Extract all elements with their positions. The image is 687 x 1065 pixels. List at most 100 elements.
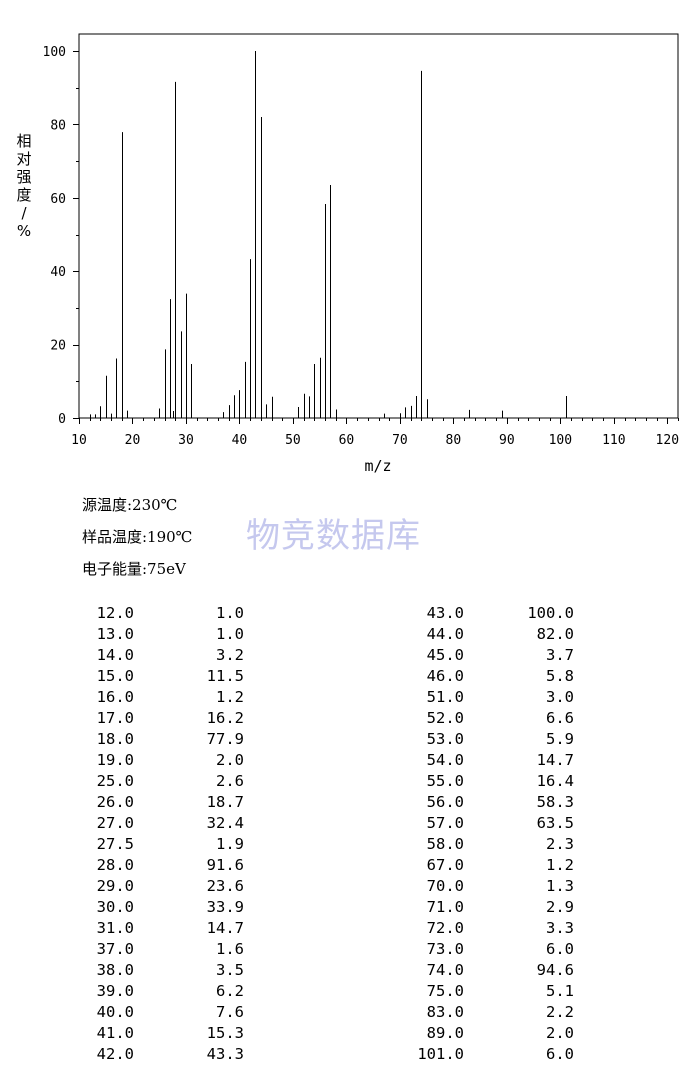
intensity-value: 16.2	[206, 709, 244, 727]
mz-value: 17.0	[96, 709, 134, 727]
x-tick-label: 70	[392, 433, 408, 448]
intensity-value: 16.4	[536, 772, 574, 790]
mz-value: 70.0	[426, 877, 464, 895]
intensity-value: 58.3	[536, 793, 574, 811]
mz-value: 51.0	[426, 688, 464, 706]
intensity-value: 6.0	[546, 1045, 574, 1063]
mz-value: 27.5	[96, 835, 134, 853]
x-tick-label: 30	[178, 433, 194, 448]
watermark-text: 物竞数据库	[246, 516, 421, 556]
mz-value: 56.0	[426, 793, 464, 811]
mz-value: 28.0	[96, 856, 134, 874]
mass-spectrum-chart: 10 20 30 40 50 60 70 80 90 100 110 120 0 20 40 60 80 100…	[16, 33, 679, 475]
intensity-value: 2.3	[546, 835, 574, 853]
y-label-char: 强	[16, 168, 31, 186]
intensity-value: 5.8	[546, 667, 574, 685]
y-tick-label: 0	[58, 412, 66, 427]
intensity-value: 100.0	[527, 604, 574, 622]
intensity-value: 2.9	[546, 898, 574, 916]
mz-value: 12.0	[96, 604, 134, 622]
intensity-value: 6.2	[216, 982, 244, 1000]
mz-value: 39.0	[96, 982, 134, 1000]
y-tick-label: 60	[50, 192, 66, 207]
mz-value: 27.0	[96, 814, 134, 832]
mz-value: 101.0	[417, 1045, 464, 1063]
mz-value: 83.0	[426, 1003, 464, 1021]
intensity-value: 7.6	[216, 1003, 244, 1021]
mz-value: 26.0	[96, 793, 134, 811]
intensity-value: 43.3	[206, 1045, 244, 1063]
x-tick-label: 100	[549, 433, 572, 448]
intensity-value: 1.2	[216, 688, 244, 706]
mz-value: 44.0	[426, 625, 464, 643]
intensity-value: 3.3	[546, 919, 574, 937]
y-tick-label: 20	[50, 339, 66, 354]
intensity-value: 15.3	[206, 1024, 244, 1042]
mz-value: 54.0	[426, 751, 464, 769]
y-tick-label: 80	[50, 118, 66, 133]
intensity-value: 23.6	[206, 877, 244, 895]
mz-value: 16.0	[96, 688, 134, 706]
intensity-value: 33.9	[206, 898, 244, 916]
intensity-value: 6.6	[546, 709, 574, 727]
x-tick-label: 50	[285, 433, 301, 448]
x-tick-label: 80	[446, 433, 462, 448]
plot-frame	[78, 33, 679, 419]
mz-value: 89.0	[426, 1024, 464, 1042]
x-tick-label: 20	[125, 433, 141, 448]
y-label-char: %	[17, 222, 31, 240]
x-axis: 10 20 30 40 50 60 70 80 90 100 110 120	[71, 418, 679, 448]
peak-series	[90, 51, 567, 418]
intensity-value: 1.3	[546, 877, 574, 895]
y-label-char: 相	[16, 132, 31, 150]
intensity-value: 6.0	[546, 940, 574, 958]
intensity-value: 3.7	[546, 646, 574, 664]
x-tick-label: 10	[71, 433, 87, 448]
intensity-value: 14.7	[536, 751, 574, 769]
intensity-value: 82.0	[536, 625, 574, 643]
mz-value: 25.0	[96, 772, 134, 790]
intensity-value: 18.7	[206, 793, 244, 811]
y-label-char: 对	[16, 150, 31, 168]
mz-value: 19.0	[96, 751, 134, 769]
mz-value: 45.0	[426, 646, 464, 664]
intensity-value: 2.0	[546, 1024, 574, 1042]
intensity-value: 1.0	[216, 625, 244, 643]
mz-value: 73.0	[426, 940, 464, 958]
mz-value: 41.0	[96, 1024, 134, 1042]
y-tick-label: 40	[50, 265, 66, 280]
mz-value: 31.0	[96, 919, 134, 937]
mz-value: 38.0	[96, 961, 134, 979]
intensity-value: 2.0	[216, 751, 244, 769]
mz-value: 30.0	[96, 898, 134, 916]
intensity-value: 32.4	[206, 814, 244, 832]
mz-value: 43.0	[426, 604, 464, 622]
intensity-value: 1.2	[546, 856, 574, 874]
intensity-value: 77.9	[206, 730, 244, 748]
mz-value: 67.0	[426, 856, 464, 874]
mz-value: 55.0	[426, 772, 464, 790]
mz-value: 29.0	[96, 877, 134, 895]
mz-value: 14.0	[96, 646, 134, 664]
intensity-value: 5.9	[546, 730, 574, 748]
mz-value: 74.0	[426, 961, 464, 979]
mz-value: 18.0	[96, 730, 134, 748]
source-temperature: 源温度:230℃	[82, 496, 178, 514]
intensity-value: 2.2	[546, 1003, 574, 1021]
intensity-value: 11.5	[206, 667, 244, 685]
mz-value: 15.0	[96, 667, 134, 685]
mz-value: 53.0	[426, 730, 464, 748]
intensity-value: 3.2	[216, 646, 244, 664]
intensity-value: 63.5	[536, 814, 574, 832]
x-tick-label: 110	[602, 433, 625, 448]
mz-value: 71.0	[426, 898, 464, 916]
intensity-value: 1.6	[216, 940, 244, 958]
intensity-value: 94.6	[536, 961, 574, 979]
sample-temperature: 样品温度:190℃	[82, 528, 193, 546]
y-label-char: 度	[16, 186, 31, 204]
electron-energy: 电子能量:75eV	[82, 560, 186, 578]
mz-value: 75.0	[426, 982, 464, 1000]
mz-value: 42.0	[96, 1045, 134, 1063]
x-tick-label: 120	[656, 433, 679, 448]
